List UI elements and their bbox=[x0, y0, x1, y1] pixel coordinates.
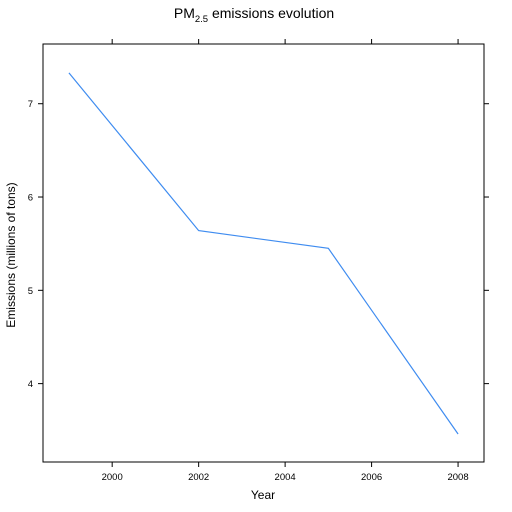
x-tick-label: 2008 bbox=[447, 472, 468, 483]
chart-title-rest: emissions evolution bbox=[208, 5, 334, 21]
x-tick-label: 2004 bbox=[275, 472, 296, 483]
series-line bbox=[68, 72, 459, 435]
y-tick-label: 7 bbox=[28, 99, 33, 110]
y-tick-label: 5 bbox=[28, 286, 33, 297]
y-tick-label: 6 bbox=[28, 193, 33, 204]
x-tick-label: 2006 bbox=[361, 472, 382, 483]
axis-ticks bbox=[38, 39, 489, 467]
series-layer bbox=[68, 72, 459, 435]
y-axis-label: Emissions (millions of tons) bbox=[4, 182, 18, 327]
x-tick-label: 2000 bbox=[102, 472, 123, 483]
chart-title: PM2.5 emissions evolution bbox=[174, 5, 334, 25]
y-tick-label: 4 bbox=[28, 379, 33, 390]
x-tick-label: 2002 bbox=[188, 472, 209, 483]
x-axis-label: Year bbox=[251, 488, 275, 502]
chart-title-main: PM bbox=[174, 5, 195, 21]
axis-tick-labels: 2000 2002 2004 2006 2008 4 5 6 7 bbox=[28, 99, 469, 483]
chart-title-subscript: 2.5 bbox=[195, 14, 208, 25]
plot-frame bbox=[42, 43, 485, 463]
